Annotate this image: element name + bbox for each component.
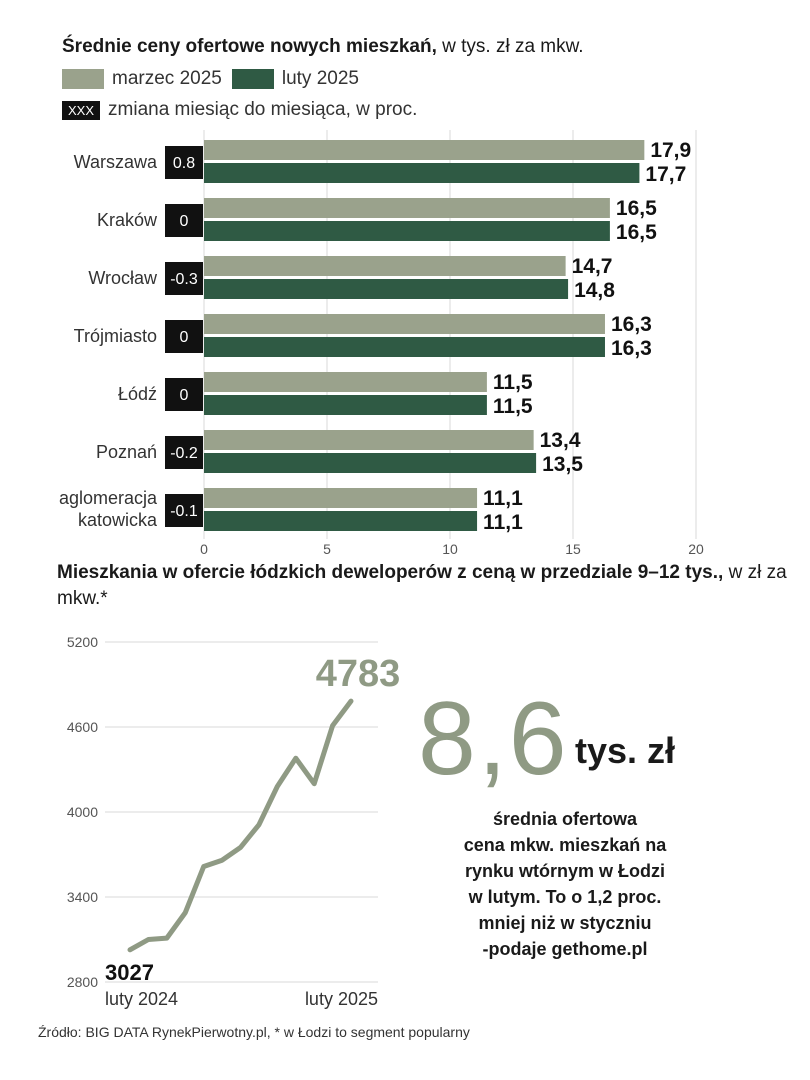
x-label-start: luty 2024	[105, 989, 178, 1009]
x-tick-label: 20	[688, 541, 704, 557]
category-label: Łódź	[118, 384, 157, 404]
line-chart-title-bold: Mieszkania w ofercie łódzkich deweloperó…	[57, 562, 724, 583]
value-label-luty: 16,3	[611, 337, 652, 360]
category-label: Wrocław	[88, 268, 158, 288]
legend-label-luty: luty 2025	[281, 68, 359, 89]
bar-luty	[204, 395, 487, 415]
value-label-luty: 11,1	[483, 511, 523, 534]
callout-text: średnia ofertowa cena mkw. mieszkań na ryn…	[430, 806, 700, 962]
bar-marzec	[204, 430, 534, 450]
price-line	[127, 698, 354, 953]
line-chart-title: Mieszkania w ofercie łódzkich deweloperó…	[57, 560, 810, 612]
value-label-luty: 16,5	[616, 221, 657, 244]
callout-text-line: w lutym. To o 1,2 proc.	[468, 887, 662, 907]
change-label: 0	[180, 329, 189, 346]
change-badge	[165, 204, 203, 237]
callout-text-line: mniej niż w styczniu	[478, 913, 652, 933]
bar-marzec	[204, 488, 478, 508]
change-badge	[165, 262, 203, 295]
callout-text-line: cena mkw. mieszkań na	[463, 835, 667, 855]
category-label: Trójmiasto	[74, 326, 157, 346]
chart-title-unit: w tys. zł za mkw.	[436, 36, 584, 57]
bar-marzec	[204, 198, 610, 218]
y-tick-label: 4000	[67, 804, 98, 820]
category-label: Warszawa	[74, 152, 158, 172]
bar-luty	[204, 337, 605, 357]
y-tick-label: 4600	[67, 719, 98, 735]
bar-marzec	[204, 140, 645, 160]
category-label: aglomeracja	[59, 488, 158, 508]
value-label-marzec: 14,7	[572, 255, 613, 278]
value-label-luty: 17,7	[645, 163, 686, 186]
bar-marzec	[204, 314, 605, 334]
change-badge	[165, 146, 203, 179]
category-label: Kraków	[97, 210, 158, 230]
start-value-label: 3027	[105, 960, 154, 985]
bar-luty	[204, 511, 478, 531]
x-tick-label: 0	[200, 541, 208, 557]
change-label: -0.1	[170, 503, 198, 520]
change-label: -0.3	[170, 271, 198, 288]
bar-marzec	[204, 372, 487, 392]
x-tick-label: 15	[565, 541, 581, 557]
callout-value: 8,6	[418, 681, 569, 797]
line-chart: 5200 4600 4000 3400 2800 3027 4783 luty 2024 lut…	[67, 634, 401, 1009]
legend-label-marzec: marzec 2025	[112, 68, 222, 89]
legend-swatch-marzec	[62, 69, 104, 89]
x-tick-label: 5	[323, 541, 331, 557]
bar-luty	[204, 221, 610, 241]
callout-unit: tys. zł	[575, 730, 676, 771]
value-label-marzec: 17,9	[650, 139, 691, 162]
chart-title-bold: Średnie ceny ofertowe nowych mieszkań,	[62, 36, 437, 57]
change-label: -0.2	[170, 445, 198, 462]
bar-chart: 0 5 10 15 20 17,917,7 0.8 Warszawa 16,516,5 0 Krak…	[59, 130, 704, 557]
legend-change-label: zmiana miesiąc do miesiąca, w proc.	[108, 99, 418, 120]
y-tick-label: 3400	[67, 889, 98, 905]
value-label-marzec: 13,4	[540, 429, 581, 452]
value-label-luty: 13,5	[542, 453, 583, 476]
value-label-marzec: 11,5	[493, 371, 533, 394]
callout-text-line: -podaje gethome.pl	[482, 939, 648, 959]
value-label-marzec: 16,5	[616, 197, 657, 220]
source-note: Źródło: BIG DATA RynekPierwotny.pl, * w …	[38, 1024, 470, 1040]
y-tick-label: 2800	[67, 974, 98, 990]
change-badge	[165, 378, 203, 411]
line-chart-title-unit: w zł za mkw.*	[57, 562, 787, 609]
category-label: katowicka	[78, 510, 158, 530]
value-label-luty: 11,5	[493, 395, 533, 418]
x-label-end: luty 2025	[305, 989, 378, 1009]
legend-change: XXX zmiana miesiąc do miesiąca, w proc.	[62, 99, 417, 121]
chart-title: Średnie ceny ofertowe nowych mieszkań, w…	[62, 36, 584, 58]
change-label: 0	[180, 387, 189, 404]
change-badge	[165, 320, 203, 353]
change-label: 0.8	[173, 155, 195, 172]
legend-swatch-luty	[231, 69, 274, 89]
change-badge	[165, 494, 203, 527]
bar-luty	[204, 163, 640, 183]
callout-text-line: rynku wtórnym w Łodzi	[464, 861, 665, 881]
legend: marzec 2025 luty 2025	[62, 68, 359, 90]
change-label: 0	[180, 213, 189, 230]
value-label-luty: 14,8	[574, 279, 615, 302]
bar-marzec	[204, 256, 566, 276]
end-value-label: 4783	[316, 653, 401, 695]
bar-luty	[204, 453, 537, 473]
value-label-marzec: 11,1	[483, 487, 523, 510]
y-tick-label: 5200	[67, 634, 98, 650]
bar-luty	[204, 279, 569, 299]
change-badge	[165, 436, 203, 469]
legend-change-box: XXX	[62, 100, 101, 120]
callout-text-line: średnia ofertowa	[492, 809, 638, 829]
value-label-marzec: 16,3	[611, 313, 652, 336]
category-label: Poznań	[96, 442, 157, 462]
x-tick-label: 10	[442, 541, 458, 557]
